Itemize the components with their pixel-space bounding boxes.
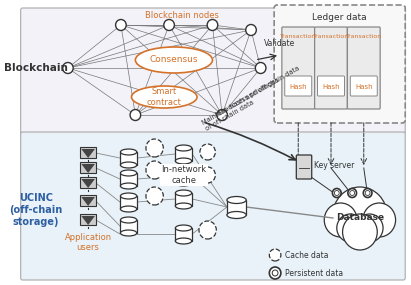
Bar xyxy=(120,173,137,186)
Polygon shape xyxy=(81,216,95,225)
FancyBboxPatch shape xyxy=(347,27,380,109)
Polygon shape xyxy=(81,164,95,173)
Bar xyxy=(175,228,192,241)
Ellipse shape xyxy=(175,145,192,151)
Circle shape xyxy=(333,187,387,243)
Text: Map hash and off-chain data: Map hash and off-chain data xyxy=(215,65,301,118)
Circle shape xyxy=(146,187,163,205)
Ellipse shape xyxy=(120,149,137,155)
Text: Maintain access privileges
of off-chain data: Maintain access privileges of off-chain … xyxy=(201,77,284,132)
Text: Ledger data: Ledger data xyxy=(312,13,367,23)
Ellipse shape xyxy=(227,196,246,203)
Circle shape xyxy=(332,188,341,198)
Bar xyxy=(227,200,246,215)
Ellipse shape xyxy=(120,206,137,212)
Circle shape xyxy=(363,188,372,198)
Bar xyxy=(120,196,137,209)
FancyBboxPatch shape xyxy=(285,76,312,96)
Circle shape xyxy=(272,270,278,276)
FancyBboxPatch shape xyxy=(350,76,377,96)
Ellipse shape xyxy=(175,225,192,231)
Bar xyxy=(175,193,192,206)
Circle shape xyxy=(335,190,339,196)
Circle shape xyxy=(207,19,218,30)
Bar xyxy=(81,214,96,225)
FancyBboxPatch shape xyxy=(318,76,344,96)
Ellipse shape xyxy=(175,167,192,173)
FancyBboxPatch shape xyxy=(282,27,315,109)
Bar xyxy=(81,147,96,158)
Circle shape xyxy=(130,109,141,121)
Circle shape xyxy=(115,19,126,30)
Bar xyxy=(81,177,96,188)
Polygon shape xyxy=(81,197,95,206)
FancyBboxPatch shape xyxy=(21,8,405,134)
Text: Hash: Hash xyxy=(322,84,340,90)
Circle shape xyxy=(348,188,357,198)
Bar xyxy=(175,170,192,183)
Bar xyxy=(120,152,137,165)
Text: Cache data: Cache data xyxy=(285,251,328,260)
Ellipse shape xyxy=(120,230,137,236)
Circle shape xyxy=(356,214,383,242)
FancyBboxPatch shape xyxy=(21,132,405,280)
Circle shape xyxy=(337,214,364,242)
Circle shape xyxy=(365,190,370,196)
Circle shape xyxy=(269,267,281,279)
Ellipse shape xyxy=(120,193,137,199)
Circle shape xyxy=(146,161,163,179)
Polygon shape xyxy=(81,149,95,158)
Text: Hash: Hash xyxy=(355,84,373,90)
Text: Key server: Key server xyxy=(314,160,354,170)
Text: Transaction: Transaction xyxy=(313,34,349,38)
Circle shape xyxy=(246,25,256,36)
Circle shape xyxy=(200,144,215,160)
Circle shape xyxy=(146,139,163,157)
Text: UCINC
(off-chain
storage): UCINC (off-chain storage) xyxy=(9,194,63,227)
Circle shape xyxy=(324,203,357,237)
Ellipse shape xyxy=(120,183,137,189)
Ellipse shape xyxy=(227,211,246,219)
Circle shape xyxy=(363,203,395,237)
Circle shape xyxy=(343,214,377,250)
Circle shape xyxy=(255,62,266,74)
Text: Application
users: Application users xyxy=(65,233,112,253)
Bar xyxy=(81,195,96,206)
Circle shape xyxy=(269,249,281,261)
Ellipse shape xyxy=(135,47,212,73)
Bar xyxy=(175,148,192,161)
Bar xyxy=(81,162,96,173)
Text: Blockchain nodes: Blockchain nodes xyxy=(145,11,219,21)
Ellipse shape xyxy=(175,180,192,186)
Circle shape xyxy=(200,167,215,183)
Circle shape xyxy=(350,190,355,196)
FancyBboxPatch shape xyxy=(274,5,405,123)
Circle shape xyxy=(62,62,73,74)
Text: Hash: Hash xyxy=(289,84,307,90)
Ellipse shape xyxy=(120,162,137,168)
Circle shape xyxy=(164,19,174,30)
Ellipse shape xyxy=(120,217,137,223)
Ellipse shape xyxy=(175,203,192,209)
Text: Consensus: Consensus xyxy=(150,56,198,64)
Text: Persistent data: Persistent data xyxy=(285,268,343,278)
Circle shape xyxy=(199,221,216,239)
FancyBboxPatch shape xyxy=(296,155,312,179)
Text: Validate: Validate xyxy=(263,39,295,48)
Polygon shape xyxy=(81,179,95,188)
Ellipse shape xyxy=(132,86,197,108)
Ellipse shape xyxy=(175,158,192,164)
Text: Blockchain: Blockchain xyxy=(4,63,68,73)
Ellipse shape xyxy=(175,238,192,244)
Text: Transaction: Transaction xyxy=(346,34,382,38)
Circle shape xyxy=(217,109,227,121)
Ellipse shape xyxy=(120,170,137,176)
Bar xyxy=(120,220,137,233)
FancyBboxPatch shape xyxy=(315,27,347,109)
Text: Database: Database xyxy=(336,213,384,223)
Text: Smart
contract: Smart contract xyxy=(147,87,182,107)
Text: Transaction: Transaction xyxy=(280,34,316,38)
Ellipse shape xyxy=(175,190,192,196)
Text: In-network
cache: In-network cache xyxy=(161,165,206,185)
